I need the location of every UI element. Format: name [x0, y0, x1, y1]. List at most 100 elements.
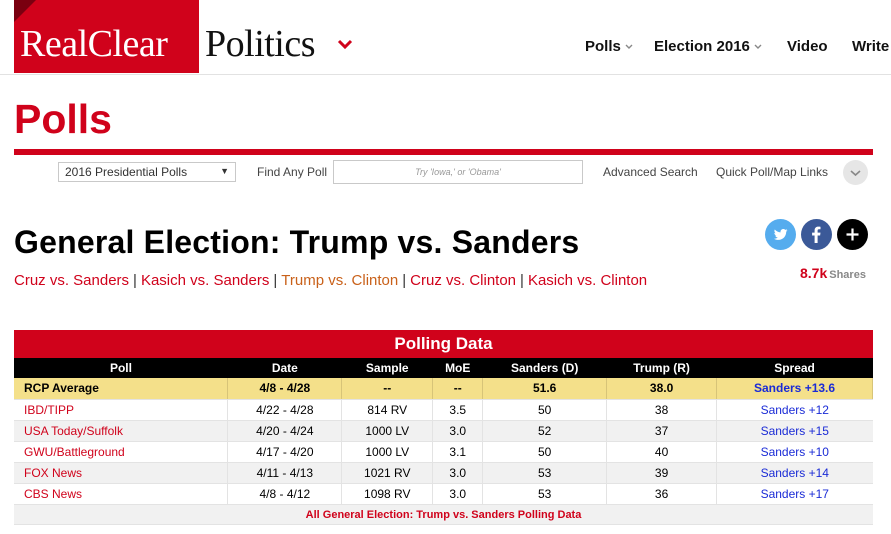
rcp-average-row: RCP Average 4/8 - 4/28 -- -- 51.6 38.0 S… [14, 378, 873, 400]
table-heading: Polling Data [14, 330, 873, 358]
chevron-down-icon [754, 44, 762, 50]
col-header-poll: Poll [14, 358, 228, 378]
poll-moe: 3.5 [432, 399, 484, 421]
matchup-link[interactable]: Cruz vs. Clinton [410, 272, 517, 289]
poll-sample: 1000 LV [341, 420, 434, 442]
separator: | [402, 272, 407, 289]
poll-moe: 3.0 [432, 483, 484, 505]
table-row: FOX News 4/11 - 4/13 1021 RV 3.0 53 39 S… [14, 462, 873, 484]
poll-date: 4/20 - 4/24 [227, 420, 343, 442]
poll-sample: 1000 LV [341, 441, 434, 463]
matchup-link-visited[interactable]: Trump vs. Clinton [281, 272, 399, 289]
logo-red-block[interactable] [14, 0, 199, 73]
all-polling-data-link[interactable]: All General Election: Trump vs. Sanders … [14, 504, 873, 525]
col-header-trump: Trump (R) [606, 358, 717, 378]
polling-data-table: Polling Data Poll Date Sample MoE Sander… [14, 330, 873, 525]
nav-item-video[interactable]: Video [787, 38, 828, 55]
site-header: RealClear Politics Polls Election 2016 V… [0, 0, 891, 75]
nav-item-election-2016[interactable]: Election 2016 [654, 38, 762, 55]
matchup-link[interactable]: Kasich vs. Sanders [140, 272, 270, 289]
poll-sanders: 52 [482, 420, 608, 442]
col-header-spread: Spread [716, 358, 873, 378]
poll-spread: Sanders +13.6 [716, 378, 873, 400]
find-poll-label: Find Any Poll [257, 165, 328, 179]
poll-trump: 40 [606, 441, 718, 463]
poll-moe: 3.0 [432, 420, 484, 442]
nav-label: Video [787, 38, 828, 55]
table-row: USA Today/Suffolk 4/20 - 4/24 1000 LV 3.… [14, 420, 873, 442]
col-header-moe: MoE [432, 358, 483, 378]
select-value: 2016 Presidential Polls [65, 165, 188, 179]
poll-date: 4/17 - 4/20 [227, 441, 343, 463]
separator: | [133, 272, 137, 289]
poll-moe: 3.0 [432, 462, 484, 484]
poll-sample: -- [341, 378, 434, 400]
poll-moe: -- [432, 378, 484, 400]
nav-item-polls[interactable]: Polls [585, 38, 633, 55]
poll-name-link[interactable]: CBS News [14, 483, 229, 505]
poll-trump: 36 [606, 483, 718, 505]
logo-text-realclear[interactable]: RealClear [20, 23, 168, 65]
poll-spread: Sanders +12 [716, 399, 873, 421]
chevron-down-icon [850, 170, 861, 177]
quick-links-label[interactable]: Quick Poll/Map Links [716, 165, 829, 179]
nav-label: Election 2016 [654, 38, 750, 55]
col-header-sample: Sample [341, 358, 433, 378]
quick-links-toggle[interactable] [843, 160, 868, 185]
dropdown-arrow-icon: ▼ [220, 166, 229, 176]
related-matchups: Cruz vs. Sanders | Kasich vs. Sanders | Trum… [14, 272, 647, 289]
nav-item-write[interactable]: Write [852, 38, 889, 55]
poll-trump: 38 [606, 399, 718, 421]
poll-sanders: 51.6 [482, 378, 608, 400]
advanced-search-link[interactable]: Advanced Search [603, 165, 698, 179]
poll-name-link[interactable]: GWU/Battleground [14, 441, 229, 463]
poll-name: RCP Average [14, 378, 229, 400]
poll-date: 4/8 - 4/12 [227, 483, 343, 505]
logo-text-politics[interactable]: Politics [205, 23, 316, 65]
nav-label: Polls [585, 38, 621, 55]
poll-spread: Sanders +17 [716, 483, 873, 505]
chevron-down-icon[interactable] [337, 38, 353, 50]
poll-name-link[interactable]: USA Today/Suffolk [14, 420, 229, 442]
table-header-row: Poll Date Sample MoE Sanders (D) Trump (… [14, 358, 873, 378]
page-title: Polls [14, 96, 112, 142]
poll-trump: 38.0 [606, 378, 718, 400]
search-input[interactable]: Try 'Iowa,' or 'Obama' [333, 160, 583, 184]
poll-trump: 39 [606, 462, 718, 484]
poll-sanders: 50 [482, 399, 608, 421]
table-row: GWU/Battleground 4/17 - 4/20 1000 LV 3.1… [14, 441, 873, 463]
plus-icon [846, 228, 859, 241]
poll-moe: 3.1 [432, 441, 484, 463]
chevron-down-icon [625, 44, 633, 50]
twitter-share-button[interactable] [765, 219, 796, 250]
poll-sample: 1021 RV [341, 462, 434, 484]
poll-date: 4/22 - 4/28 [227, 399, 343, 421]
matchup-link[interactable]: Cruz vs. Sanders [14, 272, 130, 289]
nav-label: Write [852, 38, 890, 55]
poll-sample: 1098 RV [341, 483, 434, 505]
poll-category-select[interactable]: 2016 Presidential Polls ▼ [58, 162, 236, 182]
twitter-icon [774, 229, 788, 240]
facebook-icon [812, 226, 821, 243]
poll-sanders: 53 [482, 462, 608, 484]
table-row: IBD/TIPP 4/22 - 4/28 814 RV 3.5 50 38 Sa… [14, 399, 873, 421]
poll-sanders: 53 [482, 483, 608, 505]
poll-sample: 814 RV [341, 399, 434, 421]
separator: | [273, 272, 278, 289]
table-row: CBS News 4/8 - 4/12 1098 RV 3.0 53 36 Sa… [14, 483, 873, 505]
poll-name-link[interactable]: FOX News [14, 462, 229, 484]
poll-date: 4/8 - 4/28 [227, 378, 343, 400]
title-divider [14, 149, 873, 155]
more-share-button[interactable] [837, 219, 868, 250]
poll-date: 4/11 - 4/13 [227, 462, 343, 484]
share-count-value: 8.7k [800, 265, 828, 281]
poll-trump: 37 [606, 420, 718, 442]
share-count-label: Shares [829, 269, 866, 281]
poll-name-link[interactable]: IBD/TIPP [14, 399, 229, 421]
col-header-sanders: Sanders (D) [482, 358, 607, 378]
poll-spread: Sanders +14 [716, 462, 873, 484]
poll-spread: Sanders +10 [716, 441, 873, 463]
facebook-share-button[interactable] [801, 219, 832, 250]
col-header-date: Date [227, 358, 342, 378]
matchup-link[interactable]: Kasich vs. Clinton [527, 272, 648, 289]
